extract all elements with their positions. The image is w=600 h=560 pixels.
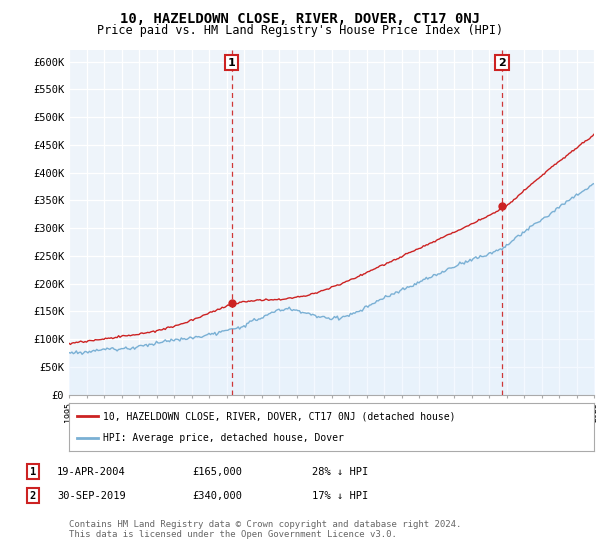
Text: 2: 2 (30, 491, 36, 501)
Text: £340,000: £340,000 (192, 491, 242, 501)
Text: 1: 1 (30, 466, 36, 477)
Text: £165,000: £165,000 (192, 466, 242, 477)
Text: 28% ↓ HPI: 28% ↓ HPI (312, 466, 368, 477)
Text: 1: 1 (228, 58, 236, 68)
Text: 10, HAZELDOWN CLOSE, RIVER, DOVER, CT17 0NJ (detached house): 10, HAZELDOWN CLOSE, RIVER, DOVER, CT17 … (103, 411, 455, 421)
Text: Contains HM Land Registry data © Crown copyright and database right 2024.
This d: Contains HM Land Registry data © Crown c… (69, 520, 461, 539)
Text: HPI: Average price, detached house, Dover: HPI: Average price, detached house, Dove… (103, 433, 344, 443)
Text: 17% ↓ HPI: 17% ↓ HPI (312, 491, 368, 501)
Text: 30-SEP-2019: 30-SEP-2019 (57, 491, 126, 501)
Text: 2: 2 (498, 58, 506, 68)
Text: Price paid vs. HM Land Registry's House Price Index (HPI): Price paid vs. HM Land Registry's House … (97, 24, 503, 37)
Text: 10, HAZELDOWN CLOSE, RIVER, DOVER, CT17 0NJ: 10, HAZELDOWN CLOSE, RIVER, DOVER, CT17 … (120, 12, 480, 26)
Text: 19-APR-2004: 19-APR-2004 (57, 466, 126, 477)
